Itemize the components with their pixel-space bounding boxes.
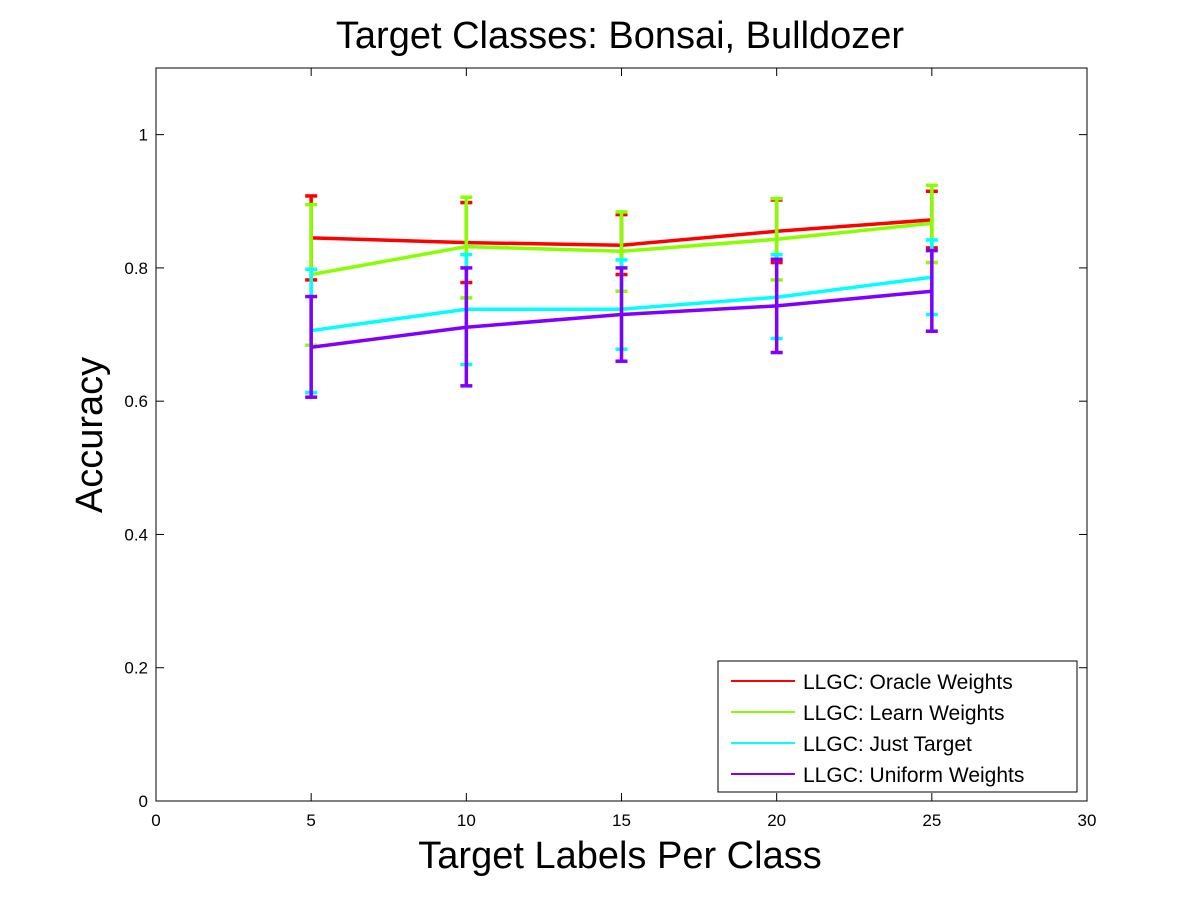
legend-item-1: LLGC: Oracle Weights [731, 671, 1013, 694]
legend-label: LLGC: Oracle Weights [803, 671, 1013, 694]
legend-label: LLGC: Learn Weights [803, 702, 1005, 725]
y-tick-label: 0.6 [124, 392, 148, 411]
legend-label: LLGC: Uniform Weights [803, 764, 1024, 787]
legend-item-2: LLGC: Learn Weights [731, 702, 1005, 725]
legend-box [717, 660, 1078, 793]
legend-label: LLGC: Just Target [803, 733, 972, 756]
y-tick-label: 0 [139, 792, 148, 811]
data-point [464, 325, 468, 329]
series-layer [305, 183, 938, 399]
x-tick-label: 10 [457, 811, 476, 830]
axis-ticks: 0 5 10 15 20 25 30 0 0.2 0.4 0.6 0.8 1 [124, 68, 1096, 830]
y-axis-label: Accuracy [69, 357, 111, 513]
x-tick-label: 5 [306, 811, 315, 830]
series-4 [305, 248, 938, 399]
plot-area: 0 5 10 15 20 25 30 0 0.2 0.4 0.6 0.8 1 [124, 67, 1096, 830]
legend-item-3: LLGC: Just Target [731, 733, 972, 756]
legend: LLGC: Oracle Weights LLGC: Learn Weights L… [717, 660, 1078, 793]
y-tick-label: 0.2 [124, 659, 148, 678]
y-tick-label: 0.8 [124, 259, 148, 278]
x-tick-label: 20 [767, 811, 786, 830]
x-tick-label: 0 [151, 811, 160, 830]
data-point [930, 221, 934, 225]
chart-title: Target Classes: Bonsai, Bulldozer [336, 15, 905, 57]
data-point [775, 304, 779, 308]
data-point [309, 345, 313, 349]
data-point [464, 245, 468, 249]
x-tick-label: 30 [1078, 811, 1097, 830]
data-point [620, 313, 623, 317]
y-tick-label: 0.4 [124, 525, 148, 544]
y-tick-label: 1 [139, 126, 148, 145]
data-point [620, 249, 623, 253]
x-axis-label: Target Labels Per Class [418, 835, 821, 877]
data-point [930, 289, 934, 293]
legend-item-4: LLGC: Uniform Weights [731, 764, 1024, 787]
x-tick-label: 15 [612, 811, 631, 830]
data-point [775, 237, 779, 241]
x-tick-label: 25 [922, 811, 941, 830]
